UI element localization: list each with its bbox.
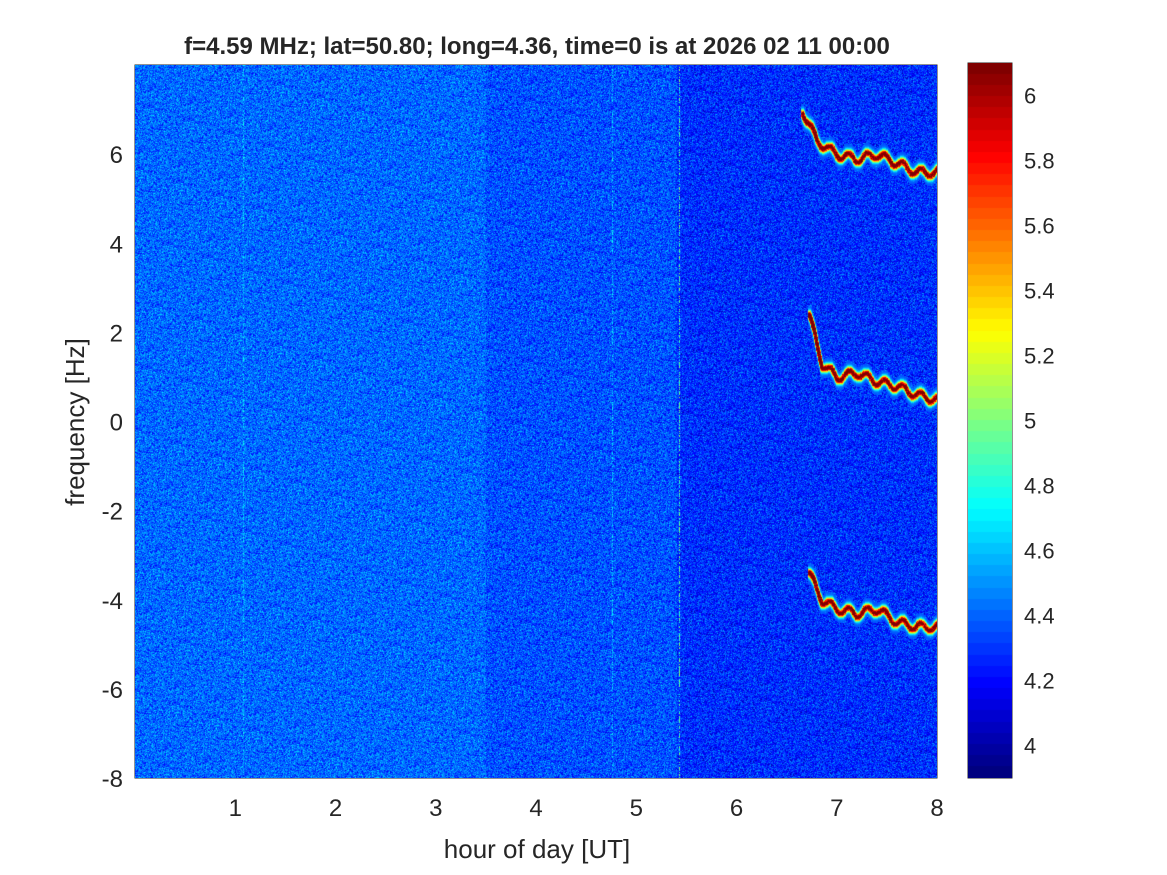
colorbar-tick-label: 5.8 <box>1024 149 1055 174</box>
colorbar-tick-label: 4.8 <box>1024 474 1055 499</box>
x-tick-label: 3 <box>429 795 442 822</box>
colorbar-tick-label: 6 <box>1024 84 1036 109</box>
y-tick-label: -4 <box>102 588 123 615</box>
spectrogram-heatmap <box>135 65 937 778</box>
y-tick-label: 6 <box>110 142 123 169</box>
y-tick-label: -6 <box>102 677 123 704</box>
colorbar-tick-label: 5.2 <box>1024 344 1055 369</box>
chart-title: f=4.59 MHz; lat=50.80; long=4.36, time=0… <box>184 33 890 60</box>
x-axis-label: hour of day [UT] <box>444 834 630 864</box>
x-tick-label: 8 <box>930 795 943 822</box>
colorbar-gradient <box>968 63 1012 778</box>
colorbar-tick-label: 5.6 <box>1024 214 1055 239</box>
spectrogram-plot-area <box>135 65 937 778</box>
y-tick-label: -8 <box>102 766 123 793</box>
colorbar-axis: 4 4.2 4.4 4.6 4.8 5 5.2 5.4 5.6 5.8 6 <box>1006 84 1055 759</box>
y-tick-label: 4 <box>110 231 123 258</box>
x-axis: 1 2 3 4 5 6 7 8 <box>229 770 944 822</box>
x-tick-label: 5 <box>630 795 643 822</box>
colorbar-tick-label: 4.4 <box>1024 604 1055 629</box>
colorbar-tick-label: 5 <box>1024 409 1036 434</box>
x-tick-label: 2 <box>329 795 342 822</box>
y-axis: -8 -6 -4 -2 0 2 4 6 <box>102 142 143 793</box>
x-tick-label: 6 <box>730 795 743 822</box>
y-tick-label: -2 <box>102 499 123 526</box>
colorbar-tick-label: 4.6 <box>1024 539 1055 564</box>
x-tick-label: 7 <box>830 795 843 822</box>
y-tick-label: 2 <box>110 320 123 347</box>
colorbar-tick-label: 4 <box>1024 734 1036 759</box>
colorbar <box>968 63 1012 778</box>
x-tick-label: 1 <box>229 795 242 822</box>
colorbar-tick-label: 4.2 <box>1024 669 1055 694</box>
y-axis-label: frequency [Hz] <box>60 338 90 506</box>
x-tick-label: 4 <box>529 795 542 822</box>
y-tick-label: 0 <box>110 410 123 437</box>
colorbar-tick-label: 5.4 <box>1024 279 1055 304</box>
